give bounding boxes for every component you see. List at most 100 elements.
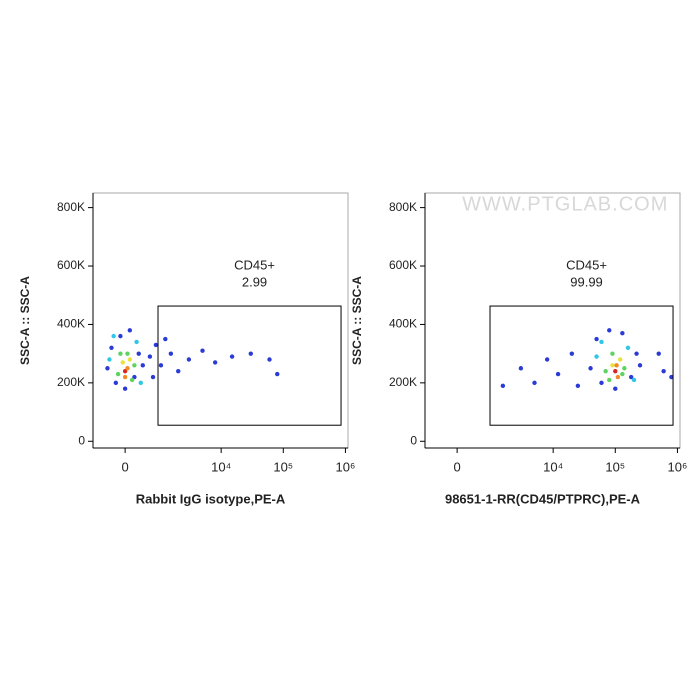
y-tick-label: 800K bbox=[57, 200, 85, 214]
event-point bbox=[618, 357, 623, 362]
event-point bbox=[613, 386, 618, 391]
gate bbox=[489, 305, 674, 426]
y-tick-label: 600K bbox=[57, 258, 85, 272]
event-point bbox=[147, 354, 153, 359]
event-point bbox=[118, 351, 123, 356]
event-point bbox=[267, 357, 272, 362]
event-point bbox=[118, 333, 123, 339]
event-point bbox=[599, 339, 604, 345]
event-point bbox=[588, 366, 593, 371]
x-tick-label: 10⁴ bbox=[543, 459, 563, 474]
event-point bbox=[109, 345, 114, 351]
event-point bbox=[625, 345, 631, 351]
y-axis-title: SSC-A :: SSC-A bbox=[18, 276, 32, 365]
y-tick-label: 800K bbox=[389, 200, 417, 214]
x-tick-label: 10⁶ bbox=[668, 459, 688, 474]
event-point bbox=[575, 383, 581, 388]
event-point bbox=[614, 363, 619, 368]
event-point bbox=[113, 380, 119, 386]
event-point bbox=[122, 368, 128, 374]
event-point bbox=[544, 357, 550, 362]
event-point bbox=[669, 374, 674, 380]
event-point bbox=[132, 363, 137, 368]
event-point bbox=[212, 360, 218, 365]
event-point bbox=[631, 377, 637, 383]
gate-percent: 99.99 bbox=[570, 274, 603, 289]
event-point bbox=[661, 368, 666, 374]
event-point bbox=[607, 328, 612, 333]
y-tick-label: 600K bbox=[389, 258, 417, 272]
gate-percent: 2.99 bbox=[242, 274, 267, 289]
event-point bbox=[138, 380, 143, 386]
event-point bbox=[140, 363, 145, 368]
event-point bbox=[125, 351, 130, 356]
event-point bbox=[111, 333, 116, 339]
x-axis-title: Rabbit IgG isotype,PE-A bbox=[136, 491, 286, 506]
event-point bbox=[599, 380, 604, 386]
event-point bbox=[107, 357, 112, 362]
event-point bbox=[594, 354, 599, 359]
event-point bbox=[610, 351, 615, 356]
x-tick-label: 10⁵ bbox=[605, 459, 625, 474]
y-axis-title: SSC-A :: SSC-A bbox=[350, 276, 364, 365]
x-tick-label: 10⁶ bbox=[336, 459, 356, 474]
event-point bbox=[229, 354, 235, 359]
y-tick-label: 0 bbox=[78, 433, 85, 447]
x-tick-label: 10⁴ bbox=[211, 459, 231, 474]
event-point bbox=[622, 366, 627, 371]
x-tick-label: 0 bbox=[453, 459, 460, 474]
event-point bbox=[122, 374, 128, 380]
event-point bbox=[105, 366, 110, 371]
x-tick-label: 10⁵ bbox=[273, 459, 293, 474]
event-point bbox=[163, 336, 168, 342]
event-point bbox=[555, 371, 561, 377]
event-point bbox=[115, 371, 121, 377]
event-point bbox=[153, 342, 159, 348]
event-point bbox=[248, 351, 253, 356]
event-point bbox=[158, 363, 164, 368]
event-point bbox=[168, 351, 174, 356]
event-point bbox=[186, 357, 192, 362]
event-point bbox=[500, 383, 506, 388]
y-tick-label: 200K bbox=[57, 375, 85, 389]
event-point bbox=[176, 368, 181, 374]
watermark: WWW.PTGLAB.COM bbox=[462, 193, 668, 215]
event-point bbox=[122, 386, 128, 391]
y-tick-label: 0 bbox=[410, 433, 417, 447]
event-point bbox=[656, 351, 661, 356]
plot-frame bbox=[424, 192, 681, 449]
event-point bbox=[594, 336, 599, 342]
event-point bbox=[275, 371, 280, 377]
event-point bbox=[150, 374, 156, 380]
event-point bbox=[569, 351, 575, 356]
event-point bbox=[610, 363, 615, 368]
event-point bbox=[532, 380, 537, 386]
y-tick-label: 400K bbox=[57, 317, 85, 331]
event-point bbox=[127, 357, 133, 362]
event-point bbox=[615, 374, 621, 380]
gate bbox=[157, 305, 342, 426]
event-point bbox=[628, 374, 634, 380]
event-point bbox=[637, 363, 643, 368]
event-point bbox=[634, 351, 639, 356]
event-point bbox=[127, 328, 133, 333]
event-point bbox=[120, 360, 125, 365]
event-point bbox=[129, 377, 135, 383]
event-point bbox=[136, 351, 141, 356]
event-point bbox=[613, 368, 618, 374]
event-point bbox=[620, 371, 625, 377]
y-tick-label: 400K bbox=[389, 317, 417, 331]
gate-label: CD45+ bbox=[566, 257, 607, 272]
event-point bbox=[200, 348, 205, 353]
gate-label: CD45+ bbox=[234, 257, 275, 272]
x-tick-label: 0 bbox=[121, 459, 128, 474]
y-tick-label: 200K bbox=[389, 375, 417, 389]
event-point bbox=[125, 366, 130, 371]
event-point bbox=[603, 368, 608, 374]
event-point bbox=[620, 331, 625, 336]
event-point bbox=[134, 339, 139, 345]
x-axis-title: 98651-1-RR(CD45/PTPRC),PE-A bbox=[445, 491, 641, 506]
event-point bbox=[518, 366, 524, 371]
plot-frame bbox=[92, 192, 349, 449]
